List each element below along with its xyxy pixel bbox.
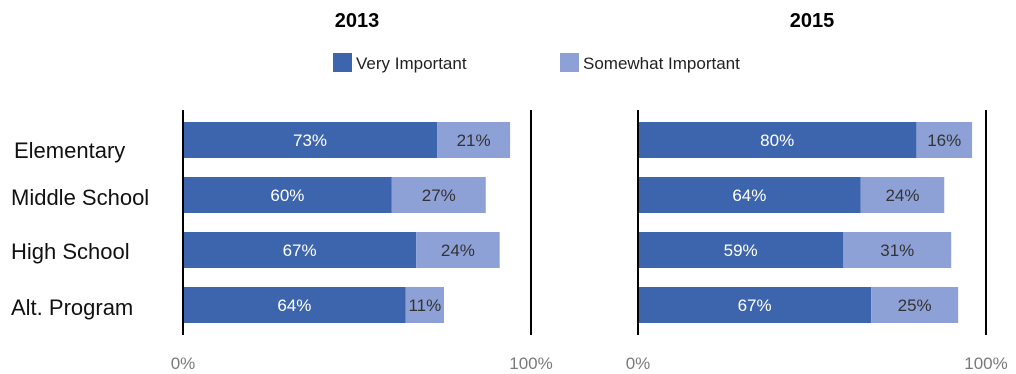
legend-swatch-very-important — [333, 53, 352, 72]
data-label: 27% — [422, 186, 456, 205]
data-label: 73% — [293, 131, 327, 150]
category-label: Elementary — [14, 138, 125, 163]
bar-segment — [871, 287, 959, 323]
bar-segment — [638, 287, 872, 323]
category-labels: Elementary Middle School High School Alt. P… — [11, 138, 149, 320]
data-label: 64% — [732, 186, 766, 205]
chart-panels: 2013 73% 21% 60% 27% 67% 24% 64% 11% 0% 100% 2015 80… — [171, 10, 1008, 373]
tick-label: 0% — [626, 354, 651, 373]
panel-2015: 2015 80% 16% 64% 24% 59% 31% 67% 25% 0% 100% — [626, 10, 1008, 373]
tick-label: 100% — [509, 354, 552, 373]
bar-segment — [183, 177, 392, 213]
category-label: Middle School — [11, 185, 149, 210]
bar-segment — [860, 177, 945, 213]
data-label: 25% — [898, 296, 932, 315]
category-label: Alt. Program — [11, 295, 133, 320]
data-label: 21% — [457, 131, 491, 150]
data-label: 60% — [270, 186, 304, 205]
panel-title: 2015 — [790, 10, 835, 32]
bar-segment — [183, 287, 406, 323]
data-label: 67% — [738, 296, 772, 315]
data-label: 64% — [277, 296, 311, 315]
bar-segment — [416, 232, 500, 268]
bar-segment — [638, 177, 861, 213]
data-label: 11% — [408, 296, 441, 315]
data-label: 67% — [283, 241, 317, 260]
bar-segment — [638, 122, 917, 158]
tick-label: 100% — [964, 354, 1007, 373]
bar-segment — [405, 287, 444, 323]
data-label: 80% — [760, 131, 794, 150]
bar-segment — [183, 122, 438, 158]
data-label: 59% — [724, 241, 758, 260]
data-label: 24% — [885, 186, 919, 205]
panel-title: 2013 — [335, 10, 380, 32]
data-label: 31% — [880, 241, 914, 260]
data-label: 16% — [927, 131, 961, 150]
bar-segment — [183, 232, 417, 268]
panel-2013: 2013 73% 21% 60% 27% 67% 24% 64% 11% 0% 100% — [171, 10, 553, 373]
bar-segment — [391, 177, 486, 213]
category-label: High School — [11, 239, 130, 264]
bar-segment — [916, 122, 973, 158]
data-label: 24% — [441, 241, 475, 260]
legend-label-very-important: Very Important — [356, 54, 467, 73]
tick-label: 0% — [171, 354, 196, 373]
legend-swatch-somewhat-important — [560, 53, 579, 72]
legend-label-somewhat-important: Somewhat Important — [583, 54, 740, 73]
bar-segment — [638, 232, 844, 268]
bar-segment — [843, 232, 952, 268]
chart-legend: Very Important Somewhat Important — [333, 53, 740, 73]
bar-segment — [437, 122, 511, 158]
